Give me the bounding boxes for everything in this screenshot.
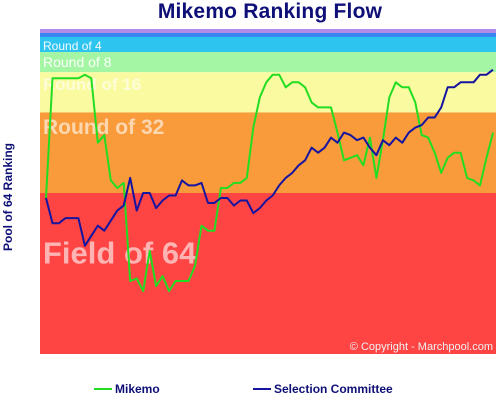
legend-item-mikemo: Mikemo [94,382,160,396]
band-label-round-of-4: Round of 4 [43,39,102,53]
legend-swatch-selection-committee [253,388,271,390]
copyright-text: © Copyright - Marchpool.com [350,341,493,353]
legend-item-selection-committee: Selection Committee [253,382,393,396]
band-round-of-4 [40,37,496,53]
top-strip-0 [40,29,496,33]
legend-swatch-mikemo [94,388,112,390]
band-label-field-of-64: Field of 64 [43,236,197,271]
series-line-mikemo [45,73,494,293]
band-label-round-of-8: Round of 8 [43,54,112,70]
legend-label-mikemo: Mikemo [115,382,160,396]
series-line-selection-committee [45,68,494,247]
band-label-round-of-32: Round of 32 [43,116,164,139]
legend-label-selection-committee: Selection Committee [274,382,393,396]
band-round-of-8 [40,52,496,73]
band-field-of-64 [40,192,496,354]
top-strip-1 [40,33,496,37]
chart-title: Mikemo Ranking Flow [157,0,383,23]
